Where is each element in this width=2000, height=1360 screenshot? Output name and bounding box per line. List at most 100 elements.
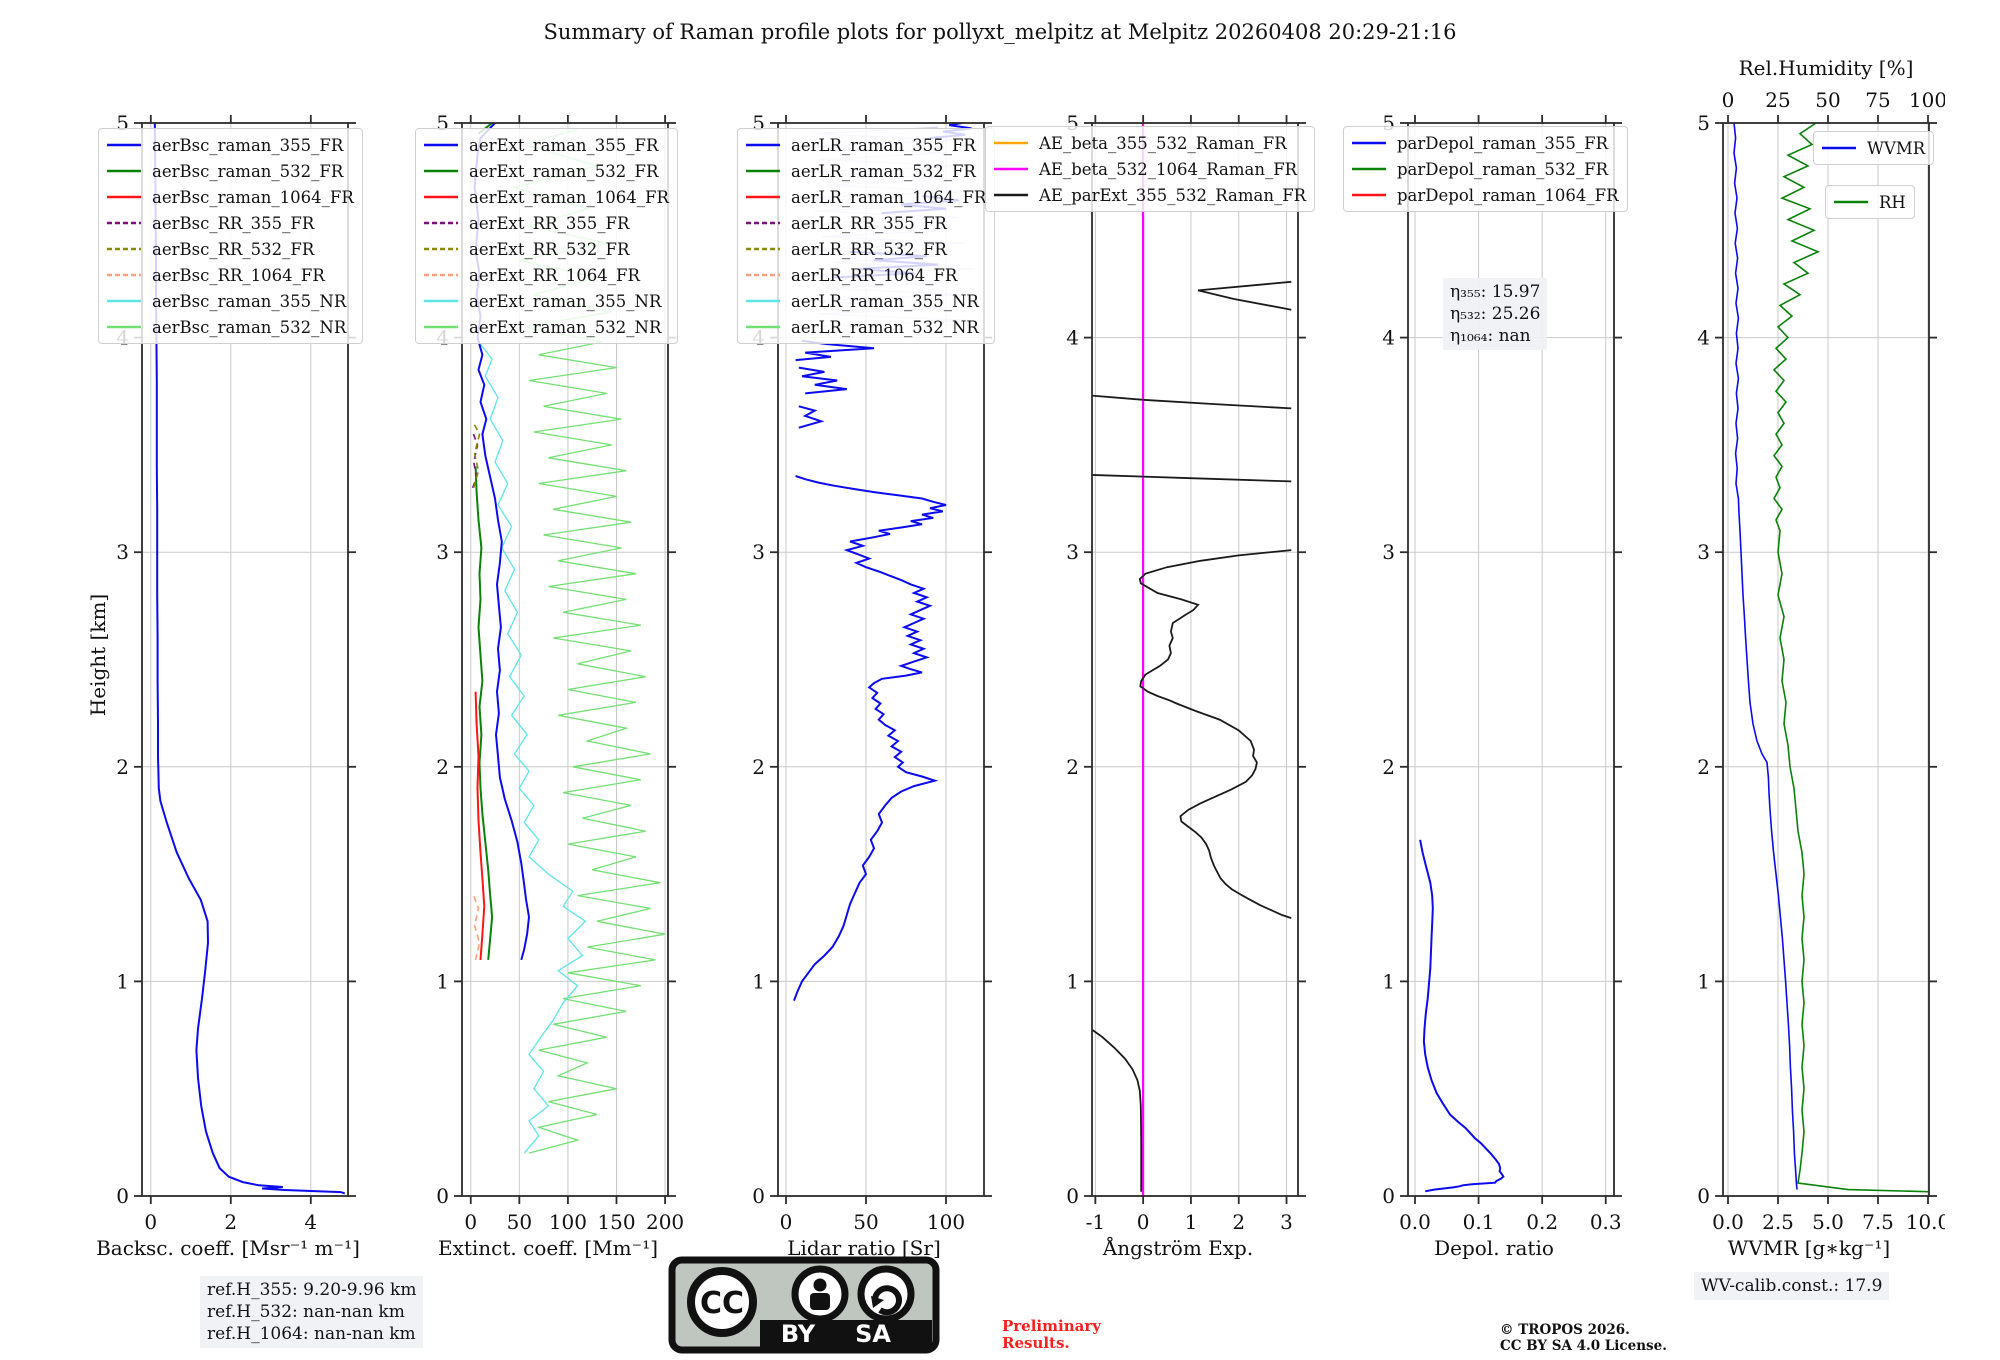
sa-arrow-head — [871, 1296, 884, 1308]
svg-text:10.0: 10.0 — [1906, 1210, 1945, 1234]
ref-h-1064: ref.H_1064: nan-nan km — [207, 1324, 416, 1344]
svg-text:1: 1 — [436, 969, 449, 993]
sa-text: SA — [855, 1320, 891, 1348]
svg-text:3: 3 — [1382, 540, 1395, 564]
badge-band — [760, 1320, 932, 1347]
legend-label: AE_beta_532_1064_Raman_FR — [1039, 159, 1298, 179]
legend-item: aerBsc_raman_355_NR — [105, 288, 354, 314]
legend-item: aerBsc_RR_355_FR — [105, 210, 354, 236]
legend-item: aerExt_RR_1064_FR — [422, 262, 669, 288]
legend-label: parDepol_raman_1064_FR — [1397, 185, 1619, 205]
legend-swatch-icon — [107, 247, 141, 251]
svg-text:75: 75 — [1865, 88, 1890, 112]
legend-item: aerExt_RR_355_FR — [422, 210, 669, 236]
legend-item: aerLR_raman_532_FR — [744, 158, 986, 184]
legend-item: aerBsc_raman_1064_FR — [105, 184, 354, 210]
legend-label: aerLR_raman_532_FR — [791, 161, 976, 181]
cc-text: CC — [700, 1286, 744, 1321]
svg-text:2: 2 — [436, 755, 449, 779]
svg-text:1: 1 — [1382, 969, 1395, 993]
parDepol_raman_355_FR-line — [1419, 839, 1505, 1193]
legend-swatch-icon — [746, 325, 780, 329]
legend-label: aerExt_raman_1064_FR — [469, 187, 669, 207]
svg-text:25: 25 — [1765, 88, 1790, 112]
svg-text:2: 2 — [1382, 755, 1395, 779]
svg-text:5.0: 5.0 — [1812, 1210, 1844, 1234]
legend-item: aerLR_RR_1064_FR — [744, 262, 986, 288]
legend-swatch-icon — [746, 221, 780, 225]
legend-swatch-icon — [1352, 193, 1386, 197]
ref-height-annotation: ref.H_355: 9.20-9.96 km ref.H_532: nan-n… — [200, 1276, 424, 1348]
svg-text:0: 0 — [1722, 88, 1735, 112]
legend-item: aerExt_raman_532_NR — [422, 314, 669, 340]
eta-annotation: η₃₅₅: 15.97 η₅₃₂: 25.26 η₁₀₆₄: nan — [1443, 278, 1548, 350]
legend-item: aerLR_raman_355_NR — [744, 288, 986, 314]
legend-label: parDepol_raman_532_FR — [1397, 159, 1609, 179]
svg-text:0: 0 — [1382, 1184, 1395, 1208]
x-axis-label: Extinct. coeff. [Mm⁻¹] — [437, 1236, 659, 1260]
svg-text:3: 3 — [1066, 540, 1079, 564]
axes-frame — [777, 122, 985, 1197]
legend-swatch-icon — [107, 299, 141, 303]
legend-label: AE_beta_355_532_Raman_FR — [1039, 133, 1287, 153]
svg-text:100: 100 — [549, 1210, 587, 1234]
preliminary-results-note: Preliminary Results. — [1002, 1317, 1101, 1352]
legend-swatch-icon — [746, 143, 780, 147]
tropos-copyright: © TROPOS 2026. CC BY SA 4.0 License. — [1500, 1322, 1667, 1354]
svg-text:2: 2 — [1232, 1210, 1245, 1234]
depol-legend: parDepol_raman_355_FR parDepol_raman_532_… — [1343, 126, 1628, 212]
svg-text:0.0: 0.0 — [1712, 1210, 1744, 1234]
AE_parExt_355_532_Raman_FR-line — [1092, 280, 1292, 1192]
legend-item: aerBsc_raman_355_FR — [105, 132, 354, 158]
svg-text:50: 50 — [1815, 88, 1840, 112]
lidar-ratio-legend: aerLR_raman_355_FR aerLR_raman_532_FR aerL… — [737, 128, 996, 344]
legend-item: parDepol_raman_1064_FR — [1350, 182, 1619, 208]
svg-text:100: 100 — [927, 1210, 965, 1234]
legend-label: aerLR_RR_355_FR — [791, 213, 947, 233]
svg-text:1: 1 — [116, 969, 129, 993]
wvmr-panel: 0.0 2.5 5.0 7.5 10.0 0 1 2 3 4 5 0 25 50 75 100 Rel.Humi… — [1673, 38, 1945, 1278]
x-axis-label: Depol. ratio — [1434, 1236, 1554, 1260]
legend-item: aerBsc_RR_1064_FR — [105, 262, 354, 288]
legend-item: aerExt_raman_355_FR — [422, 132, 669, 158]
legend-swatch-icon — [1834, 200, 1868, 204]
svg-text:2: 2 — [752, 755, 765, 779]
svg-text:50: 50 — [853, 1210, 878, 1234]
legend-swatch-icon — [107, 273, 141, 277]
legend-swatch-icon — [746, 273, 780, 277]
svg-text:4: 4 — [304, 1210, 317, 1234]
RH-line — [1772, 123, 1929, 1193]
svg-text:2: 2 — [224, 1210, 237, 1234]
svg-text:0: 0 — [464, 1210, 477, 1234]
aerBsc_raman_355_FR-line — [153, 123, 346, 1195]
legend-swatch-icon — [1822, 146, 1856, 150]
legend-item: AE_beta_532_1064_Raman_FR — [992, 156, 1306, 182]
legend-item: aerBsc_raman_532_NR — [105, 314, 354, 340]
legend-label: aerLR_RR_1064_FR — [791, 265, 958, 285]
svg-text:0: 0 — [116, 1184, 129, 1208]
by-person-body — [810, 1293, 830, 1310]
legend-swatch-icon — [1352, 141, 1386, 145]
legend-item: RH — [1832, 189, 1906, 215]
svg-text:0: 0 — [436, 1184, 449, 1208]
legend-label: RH — [1879, 192, 1906, 212]
aerExt_RR_532_FR-line — [472, 423, 481, 489]
legend-label: aerBsc_raman_532_NR — [152, 317, 347, 337]
legend-label: aerBsc_raman_355_FR — [152, 135, 344, 155]
svg-text:2.5: 2.5 — [1762, 1210, 1794, 1234]
legend-label: aerBsc_raman_532_FR — [152, 161, 344, 181]
axes-frame — [1091, 122, 1299, 1197]
legend-item: AE_parExt_355_532_Raman_FR — [992, 182, 1306, 208]
legend-label: aerLR_raman_1064_FR — [791, 187, 987, 207]
extinction-panel: 050100150200012345 Extinct. coeff. [Mm⁻¹… — [412, 83, 684, 1323]
legend-swatch-icon — [424, 221, 458, 225]
legend-label: aerBsc_raman_355_NR — [152, 291, 347, 311]
depol-panel: 0.0 0.1 0.2 0.3 0 1 2 3 4 5 Depol. ratio η₃₅₅: 15… — [1343, 83, 1630, 1323]
legend-swatch-icon — [424, 325, 458, 329]
legend-swatch-icon — [746, 195, 780, 199]
aerExt_RR_1064_FR-line — [472, 895, 481, 961]
eta-1064: η₁₀₆₄: nan — [1450, 326, 1531, 346]
svg-text:0.2: 0.2 — [1526, 1210, 1558, 1234]
